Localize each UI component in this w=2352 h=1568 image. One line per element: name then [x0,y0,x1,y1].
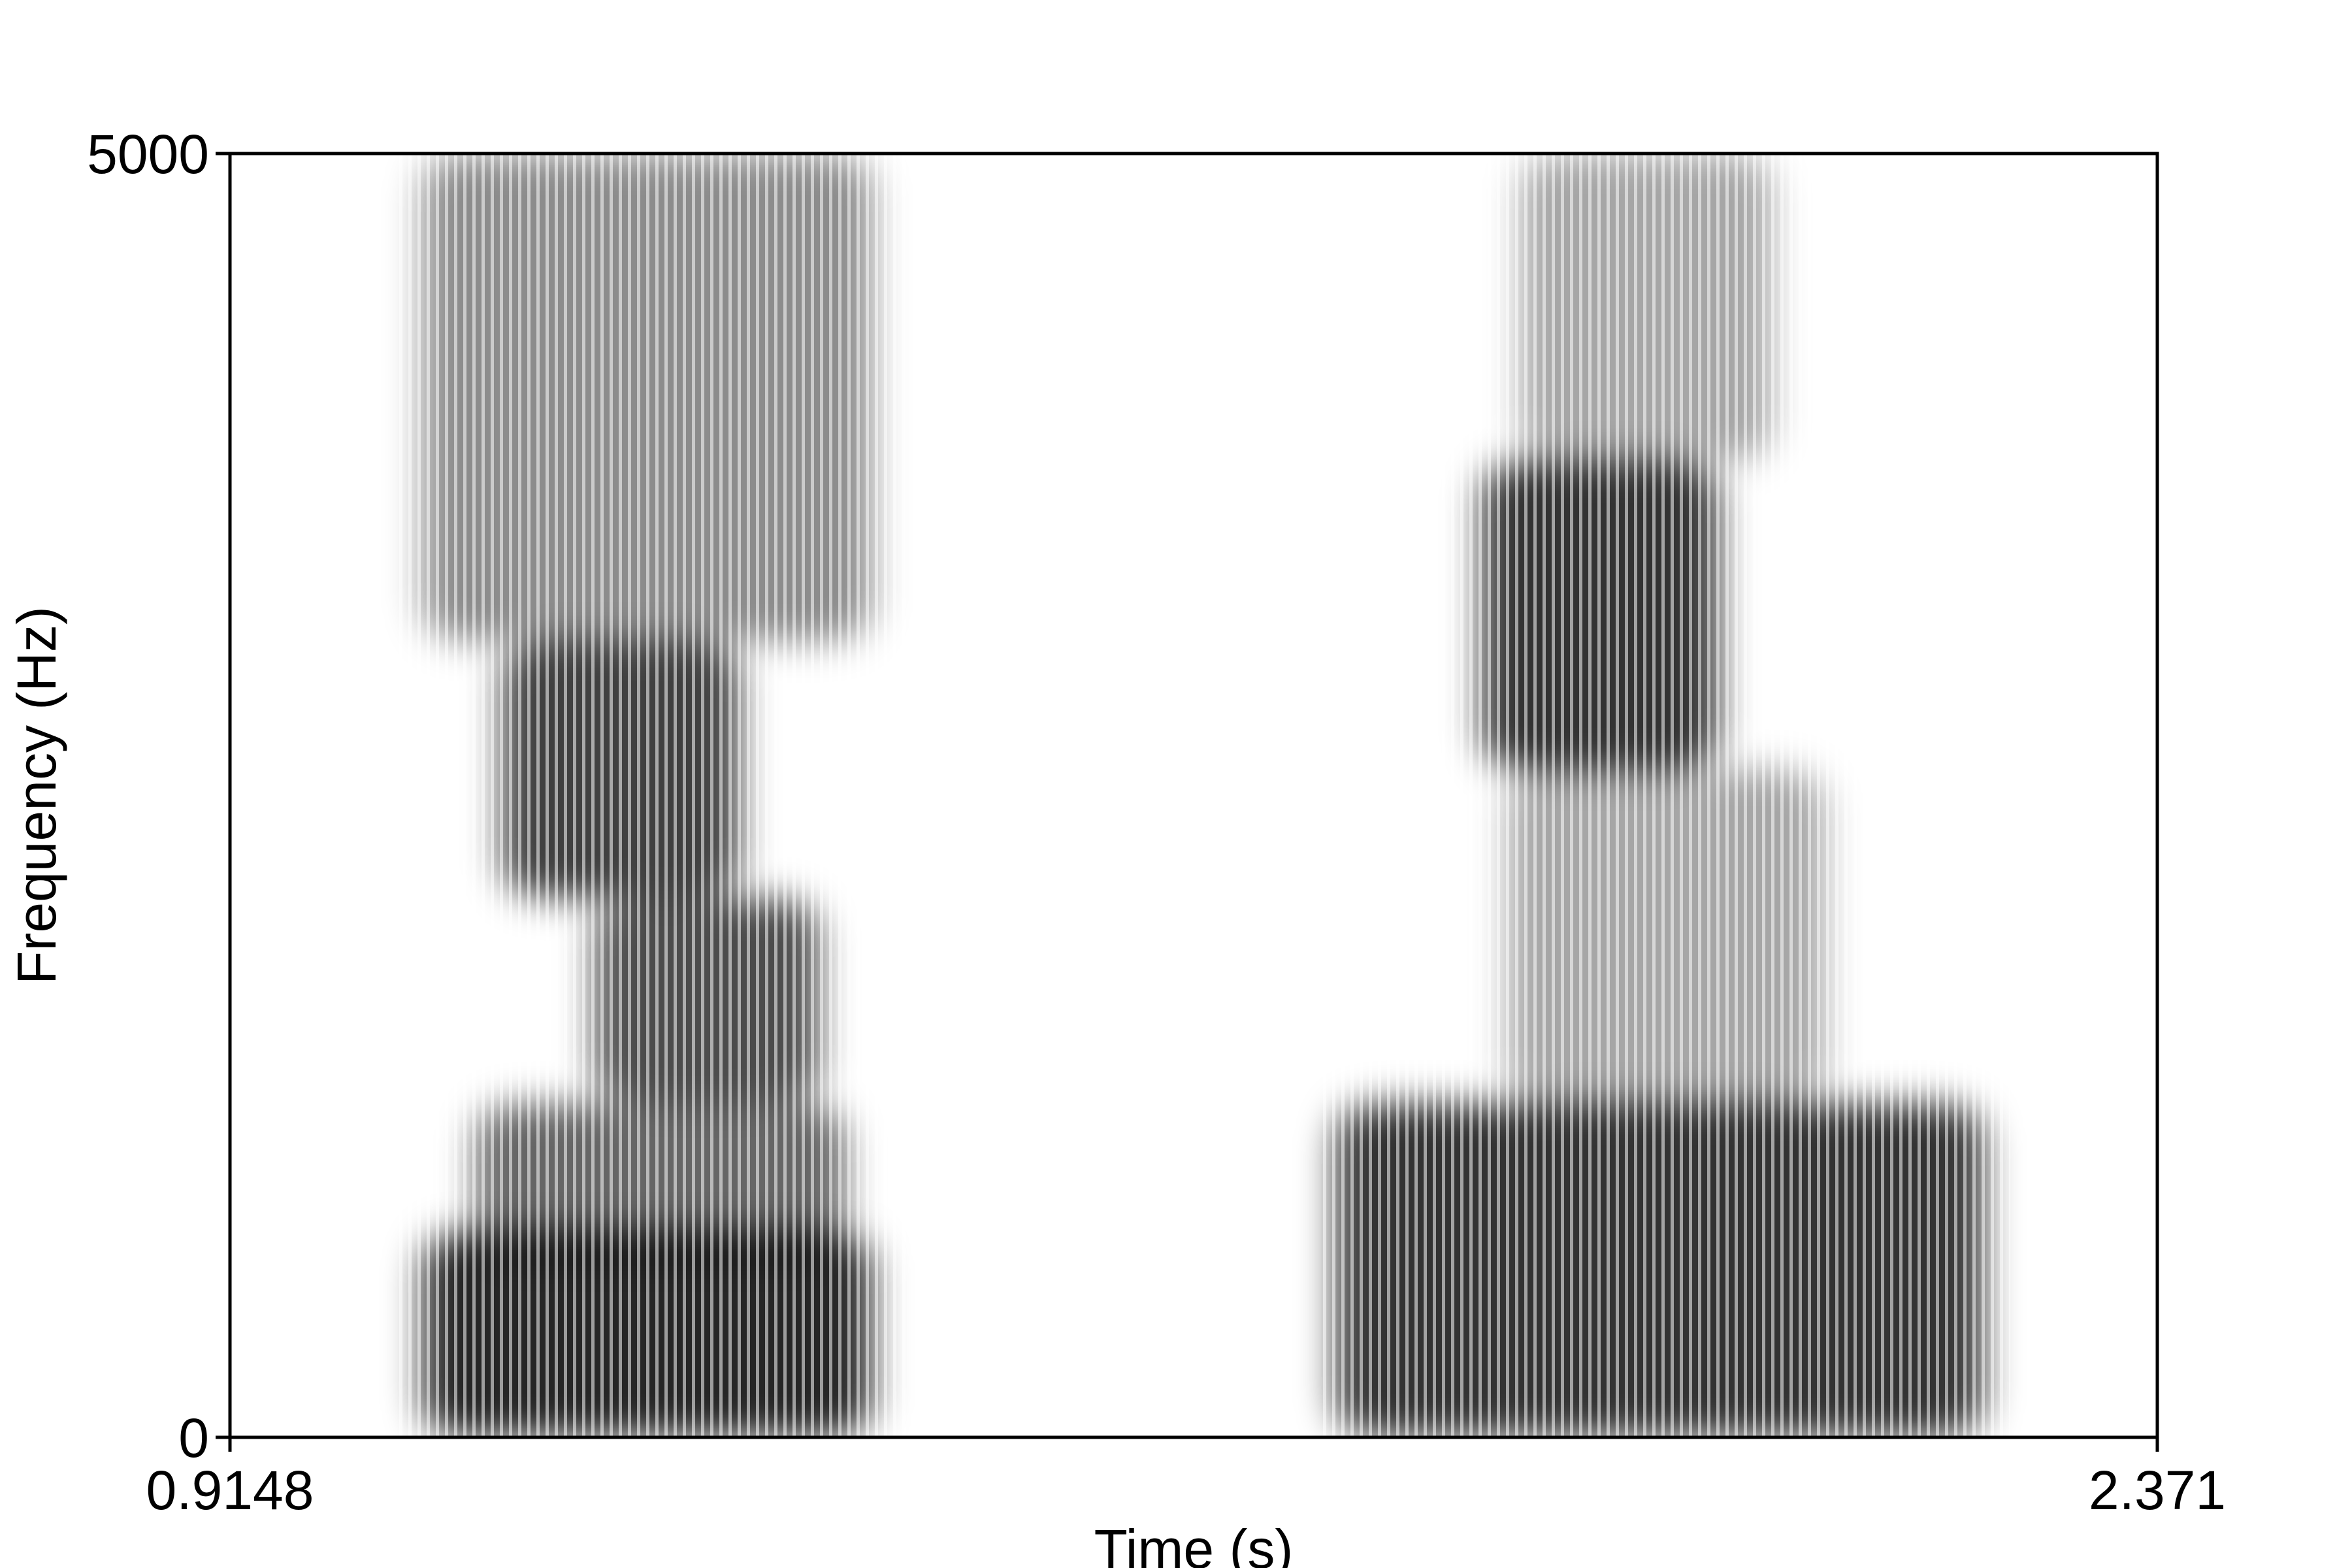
x-axis-title: Time (s) [1094,1518,1294,1568]
y-tick-label-max: 5000 [87,123,209,185]
striations-segment-1 [1322,154,2011,1437]
plot-frame [228,152,2159,1439]
axis-ticks [216,152,2159,1452]
x-tick-label-max: 2.371 [2089,1460,2226,1521]
striations-segment-0 [395,154,912,1437]
y-axis-title: Frequency (Hz) [6,606,67,985]
x-tick-label-min: 0.9148 [146,1460,314,1521]
y-tick-label-min: 0 [178,1407,209,1469]
spectrogram-striations [395,154,2011,1437]
